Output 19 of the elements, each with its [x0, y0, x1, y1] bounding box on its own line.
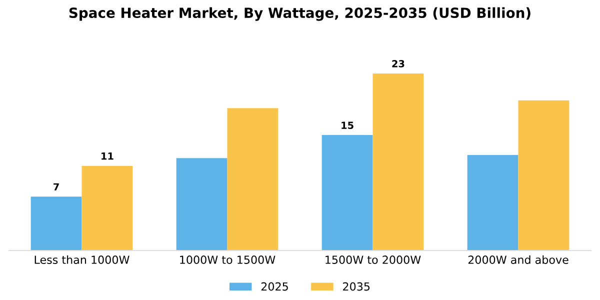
x-tick-label: 2000W and above — [468, 255, 568, 264]
data-label: 7 — [54, 183, 59, 190]
bar — [30, 196, 82, 250]
legend-label: 2025 — [261, 282, 288, 291]
bar — [176, 158, 228, 250]
bar — [518, 100, 570, 250]
data-label: 15 — [342, 122, 354, 129]
legend-label: 2035 — [343, 282, 370, 291]
bar — [467, 155, 518, 250]
x-tick-label: Less than 1000W — [34, 255, 130, 264]
bar — [227, 108, 278, 250]
bar — [372, 73, 424, 250]
chart-title: Space Heater Market, By Wattage, 2025-2035 (USD Billion) — [69, 7, 530, 21]
bar — [322, 135, 373, 250]
x-tick-label: 1000W to 1500W — [180, 256, 276, 264]
data-label: 23 — [392, 60, 404, 68]
x-tick-label: 1500W to 2000W — [326, 256, 421, 264]
bar — [82, 166, 133, 250]
data-label: 11 — [102, 152, 114, 160]
